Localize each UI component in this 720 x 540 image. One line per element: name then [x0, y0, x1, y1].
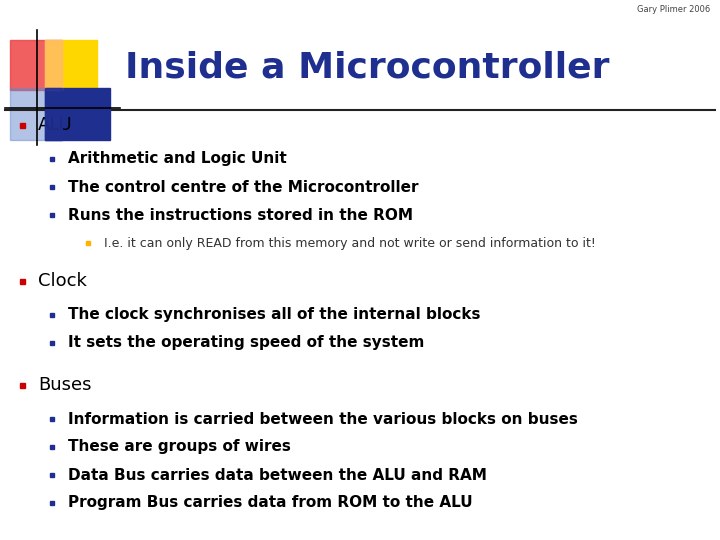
Bar — [45, 88, 110, 140]
Text: Inside a Microcontroller: Inside a Microcontroller — [125, 50, 610, 84]
Bar — [45, 40, 62, 90]
Text: These are groups of wires: These are groups of wires — [68, 440, 291, 455]
Text: It sets the operating speed of the system: It sets the operating speed of the syste… — [68, 335, 424, 350]
Bar — [50, 185, 54, 189]
Bar — [19, 279, 24, 284]
Text: Data Bus carries data between the ALU and RAM: Data Bus carries data between the ALU an… — [68, 468, 487, 483]
Bar — [50, 501, 54, 505]
Bar — [10, 40, 62, 90]
Bar — [50, 473, 54, 477]
Text: Program Bus carries data from ROM to the ALU: Program Bus carries data from ROM to the… — [68, 496, 472, 510]
Text: The control centre of the Microcontroller: The control centre of the Microcontrolle… — [68, 179, 418, 194]
Bar — [10, 88, 62, 140]
Bar — [50, 313, 54, 317]
Text: Buses: Buses — [38, 376, 91, 394]
Bar — [45, 40, 97, 90]
Bar — [50, 341, 54, 345]
Bar — [50, 213, 54, 217]
Bar — [50, 417, 54, 421]
Text: I.e. it can only READ from this memory and not write or send information to it!: I.e. it can only READ from this memory a… — [104, 237, 596, 249]
Bar — [45, 88, 62, 140]
Text: The clock synchronises all of the internal blocks: The clock synchronises all of the intern… — [68, 307, 480, 322]
Text: ALU: ALU — [38, 116, 73, 134]
Text: Runs the instructions stored in the ROM: Runs the instructions stored in the ROM — [68, 207, 413, 222]
Text: Gary Plimer 2006: Gary Plimer 2006 — [636, 5, 710, 14]
Text: Arithmetic and Logic Unit: Arithmetic and Logic Unit — [68, 152, 287, 166]
Bar — [19, 123, 24, 127]
Text: Clock: Clock — [38, 272, 87, 290]
Bar — [50, 157, 54, 161]
Bar — [50, 445, 54, 449]
Bar — [19, 382, 24, 388]
Text: Information is carried between the various blocks on buses: Information is carried between the vario… — [68, 411, 578, 427]
Bar — [86, 241, 90, 245]
